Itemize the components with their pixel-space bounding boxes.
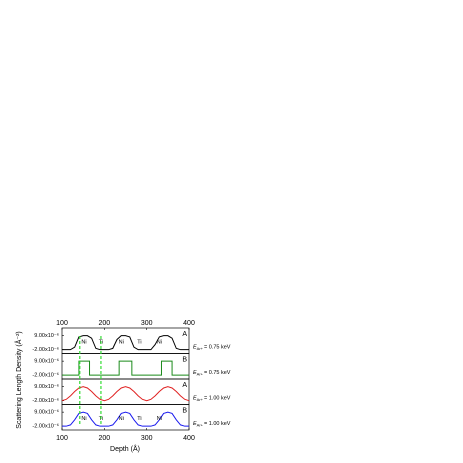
energy-annotation: EAr+= 1.00 keV bbox=[193, 421, 231, 427]
y-tick-label: 9.00x10⁻⁶ bbox=[34, 332, 59, 339]
layer-label: Ni bbox=[119, 339, 124, 345]
panel-tag: B bbox=[182, 407, 187, 414]
x-tick-label: 300 bbox=[141, 435, 153, 442]
panel-tag: B bbox=[182, 356, 187, 363]
energy-symbol: E bbox=[193, 421, 197, 427]
panel-tag: A bbox=[182, 382, 187, 389]
x-tick-label: 200 bbox=[98, 435, 110, 442]
y-tick-label: 9.00x10⁻⁶ bbox=[34, 358, 59, 365]
sld-line bbox=[61, 386, 190, 402]
y-tick-label: -2.00x10⁻⁶ bbox=[32, 346, 59, 353]
energy-annotation: EAr+= 1.00 keV bbox=[193, 396, 231, 402]
panel-frame bbox=[61, 353, 190, 380]
energy-text: = 0.75 keV bbox=[204, 370, 231, 376]
x-tick-label: 200 bbox=[98, 320, 110, 327]
energy-annotation: EAr+= 0.75 keV bbox=[193, 370, 231, 376]
y-tick-label: -2.00x10⁻⁶ bbox=[32, 397, 59, 404]
energy-subscript: Ar+ bbox=[197, 423, 204, 428]
energy-text: = 1.00 keV bbox=[204, 396, 231, 402]
panel-frame bbox=[61, 404, 190, 431]
layer-label: Ni bbox=[157, 339, 162, 345]
sld-line bbox=[62, 360, 189, 376]
energy-subscript: Ar+ bbox=[197, 346, 204, 351]
energy-symbol: E bbox=[193, 396, 197, 402]
energy-text: = 1.00 keV bbox=[204, 421, 231, 427]
x-tick-label: 100 bbox=[56, 435, 68, 442]
y-tick-label: 9.00x10⁻⁶ bbox=[34, 383, 59, 390]
y-tick-label: -2.00x10⁻⁶ bbox=[32, 423, 59, 430]
energy-subscript: Ar+ bbox=[197, 397, 204, 402]
energy-text: = 0.75 keV bbox=[204, 345, 231, 351]
x-axis-label: Depth (Å) bbox=[110, 444, 140, 453]
x-tick-label: 300 bbox=[141, 320, 153, 327]
x-tick-label: 100 bbox=[56, 320, 68, 327]
energy-symbol: E bbox=[193, 370, 197, 376]
panel-frame bbox=[61, 378, 190, 405]
energy-symbol: E bbox=[193, 345, 197, 351]
panel-tag: A bbox=[182, 331, 187, 338]
x-tick-label: 400 bbox=[183, 320, 195, 327]
layer-label: Ti bbox=[137, 416, 141, 422]
y-tick-label: 9.00x10⁻⁶ bbox=[34, 409, 59, 416]
layer-label: Ni bbox=[81, 339, 86, 345]
energy-annotation: EAr+= 0.75 keV bbox=[193, 345, 231, 351]
energy-subscript: Ar+ bbox=[197, 372, 204, 377]
y-tick-label: -2.00x10⁻⁶ bbox=[32, 372, 59, 379]
sld-line bbox=[62, 411, 189, 427]
layer-label: Ti bbox=[137, 339, 141, 345]
y-axis-label: Scattering Length Density (Å⁻²) bbox=[14, 331, 23, 428]
layer-label: Ni bbox=[119, 416, 124, 422]
layer-label: Ni bbox=[81, 416, 86, 422]
sld-line bbox=[62, 335, 189, 351]
layer-label: Ni bbox=[157, 416, 162, 422]
x-tick-label: 400 bbox=[183, 435, 195, 442]
